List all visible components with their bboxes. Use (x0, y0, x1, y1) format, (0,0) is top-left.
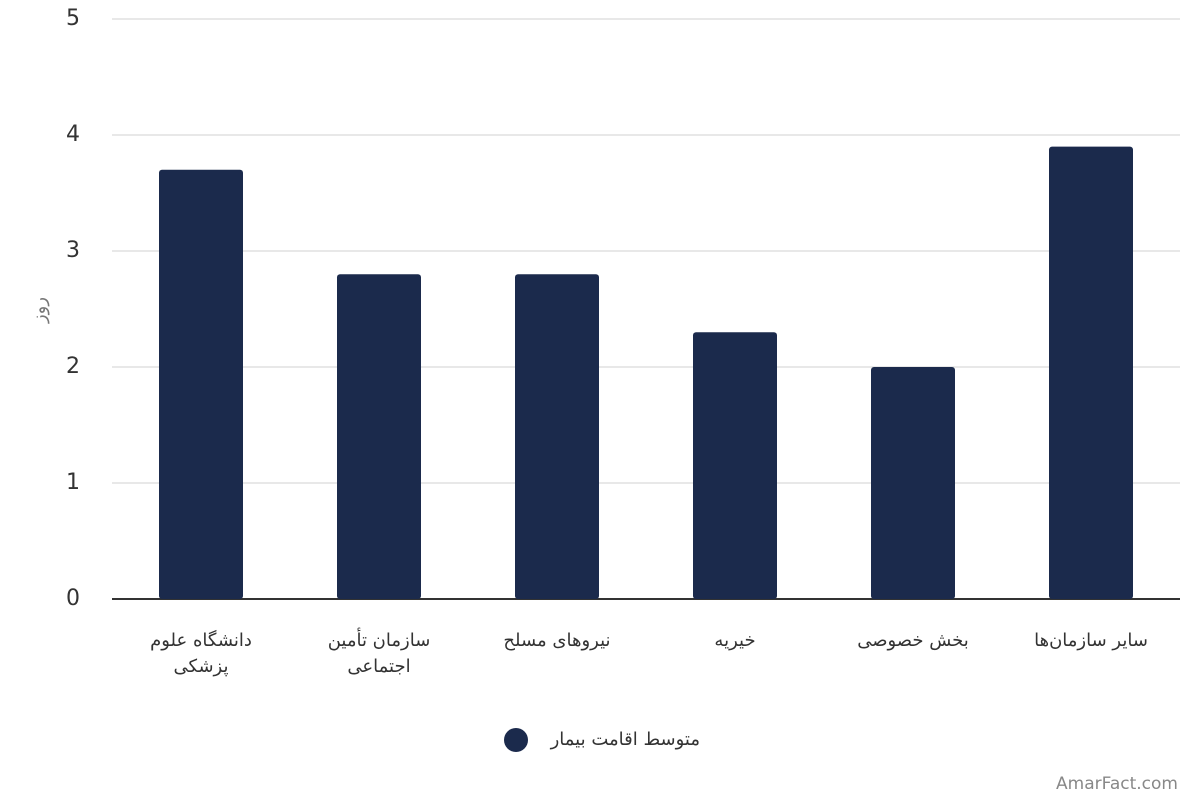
bar (159, 169, 243, 600)
legend-label: متوسط اقامت بیمار (550, 729, 700, 750)
y-tick-label: 3 (66, 238, 80, 263)
x-tick-label: بخش خصوصی (857, 630, 969, 651)
x-tick-label: دانشگاه علوم پزشکی (150, 630, 252, 677)
x-tick-label: سایر سازمان‌ها (1034, 630, 1148, 651)
bar (871, 367, 955, 599)
source: AmarFact.com (1056, 774, 1178, 794)
bar (693, 332, 777, 599)
y-tick-label: 1 (66, 470, 80, 495)
bar (337, 274, 421, 599)
bar (515, 274, 599, 599)
x-tick-label: خیریه (714, 630, 756, 651)
legend-marker (504, 728, 528, 752)
y-axis-title: روز (29, 297, 50, 324)
y-tick-label: 4 (66, 122, 80, 147)
y-tick-label: 2 (66, 354, 80, 379)
y-tick-label: 5 (66, 6, 80, 31)
y-tick-label: 0 (66, 586, 80, 611)
x-tick-label: سازمان تأمین اجتماعی (327, 630, 431, 677)
x-tick-label: نیروهای مسلح (503, 630, 611, 651)
bar (1049, 146, 1133, 599)
